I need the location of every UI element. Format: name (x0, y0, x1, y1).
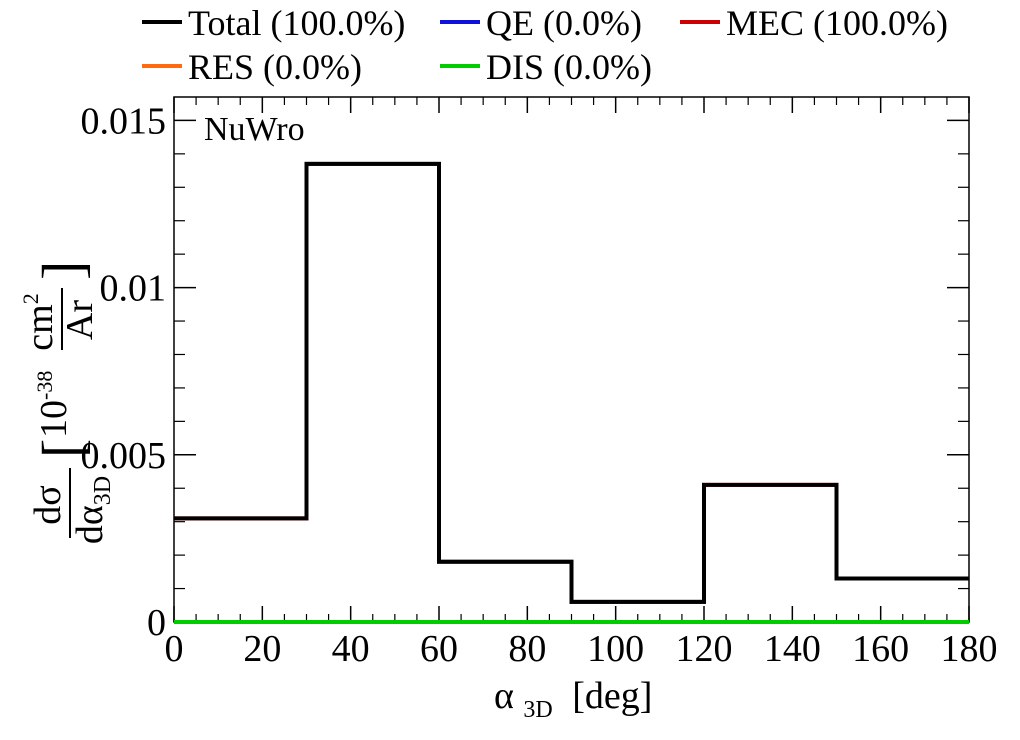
y-tick-label: 0.005 (81, 435, 167, 477)
x-tick-label: 40 (332, 628, 370, 670)
plot-frame (173, 96, 970, 623)
y-tick-label: 0.01 (100, 268, 167, 310)
x-tick-label: 180 (941, 628, 998, 670)
x-tick-label: 60 (420, 628, 458, 670)
y-axis-unit-num: cm2 (18, 293, 61, 350)
x-axis-symbol: α (494, 675, 514, 717)
x-tick-label: 80 (508, 628, 546, 670)
y-axis-ticks: 0 0.005 0.01 0.015 (81, 100, 969, 644)
series-layer (174, 161, 969, 624)
series-line-total (174, 161, 969, 604)
y-axis-deriv-den: dα3D (69, 476, 116, 544)
y-axis-title: dσ dα3D [ 10-38 cm2 Ar ] (18, 261, 116, 544)
legend-label-qe: QE (0.0%) (486, 3, 642, 43)
y-tick-label: 0 (147, 602, 166, 644)
x-axis-subscript: 3D (523, 697, 552, 723)
legend-entry-mec: MEC (100.0%) (680, 3, 948, 43)
legend-label-mec: MEC (100.0%) (726, 3, 948, 43)
y-axis-unit-den: Ar (59, 300, 101, 340)
legend-label-res: RES (0.0%) (188, 47, 362, 87)
y-axis-scale: 10-38 (32, 371, 75, 438)
y-axis-deriv-num: dσ (27, 485, 69, 524)
x-tick-label: 120 (676, 628, 733, 670)
x-tick-label: 0 (165, 628, 184, 670)
legend: Total (100.0%) QE (0.0%) MEC (100.0%) RE… (142, 3, 948, 87)
x-axis-ticks: 0 20 40 60 80 100 120 140 160 180 (165, 97, 998, 670)
generator-annotation: NuWro (204, 111, 305, 148)
y-axis-left-bracket: [ (30, 439, 95, 458)
x-tick-label: 160 (852, 628, 909, 670)
legend-label-total: Total (100.0%) (188, 3, 405, 43)
x-axis-unit: [deg] (572, 675, 652, 717)
legend-label-dis: DIS (0.0%) (486, 47, 652, 87)
y-tick-label: 0.015 (81, 100, 167, 142)
legend-entry-total: Total (100.0%) (142, 3, 405, 43)
legend-entry-qe: QE (0.0%) (440, 3, 642, 43)
legend-entry-dis: DIS (0.0%) (440, 47, 652, 87)
x-tick-label: 140 (764, 628, 821, 670)
x-tick-label: 100 (587, 628, 644, 670)
x-tick-label: 20 (243, 628, 281, 670)
series-line-mec (174, 161, 969, 604)
y-axis-right-bracket: ] (30, 261, 95, 280)
legend-entry-res: RES (0.0%) (142, 47, 362, 87)
x-axis-title: α 3D [deg] (494, 675, 652, 726)
